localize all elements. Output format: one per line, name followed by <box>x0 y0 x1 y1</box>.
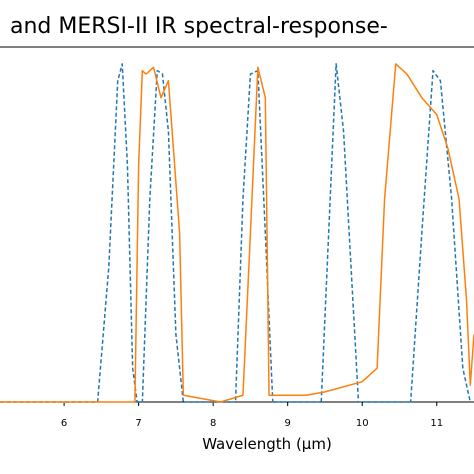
x-tick-label: 7 <box>135 418 141 429</box>
chart-title: and MERSI-II IR spectral-response- <box>10 14 388 39</box>
x-tick-label: 9 <box>284 418 290 429</box>
x-tick-label: 8 <box>210 418 216 429</box>
plot-frame <box>0 46 474 403</box>
x-tick-label: 11 <box>430 418 443 429</box>
series-line <box>0 63 472 403</box>
series-line <box>0 63 474 403</box>
x-tick-label: 6 <box>61 418 67 429</box>
x-axis-label: Wavelength (μm) <box>202 435 332 453</box>
x-tick-label: 10 <box>356 418 369 429</box>
